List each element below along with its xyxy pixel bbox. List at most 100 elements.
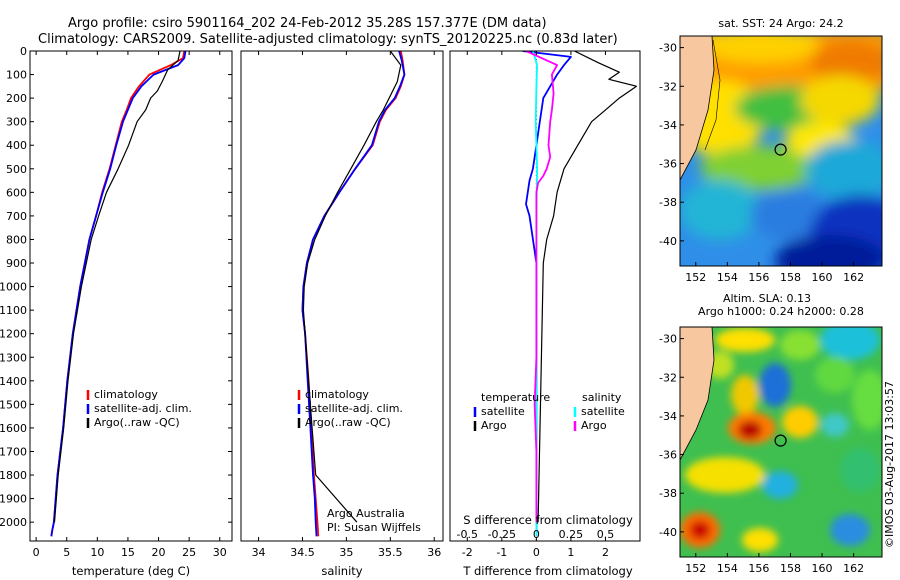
difference-x2tick-label: 0.25: [559, 528, 584, 541]
temperature-profile-ytick-label: 1800: [0, 469, 27, 482]
temperature-profile-ytick-label: 200: [6, 92, 27, 105]
salinity-profile-xtick-label: 34.5: [290, 546, 315, 559]
salinity-profile-legend-label: satellite-adj. clim.: [305, 402, 403, 415]
sst-map-ytick-label: -36: [659, 158, 677, 171]
sst-map-ticks: 152 154 156 158 160 162 -30 -32 -34 -36 -38 -40: [659, 42, 864, 284]
difference-xtick-label: -2: [462, 546, 473, 559]
difference-line-t-satellite: [522, 51, 572, 537]
salinity-profile-xtick-label: 35: [339, 546, 353, 559]
salinity-panel: 34 34.5 35 35.5 36 salinity climatologysatel…: [240, 50, 444, 578]
sst-map-xtick-label: 154: [717, 271, 738, 284]
figure-title-line2: Climatology: CARS2009. Satellite-adjuste…: [38, 32, 618, 47]
temperature-profile-line-climatology: [50, 51, 186, 537]
temperature-profile-ytick-label: 1400: [0, 375, 27, 388]
temperature-series: [50, 51, 187, 537]
sla-map-ytick-label: -32: [659, 371, 677, 384]
temperature-profile-xtick-label: 0: [33, 546, 40, 559]
sst-map-ytick-label: -38: [659, 196, 677, 209]
sla-land: [680, 327, 715, 461]
sla-map-ytick-label: -30: [659, 333, 677, 346]
sst-map-xtick-label: 162: [843, 271, 864, 284]
sst-map-ytick-label: -32: [659, 80, 677, 93]
temperature-profile-ytick-label: 300: [6, 116, 27, 129]
difference-xtick-label: 1: [567, 546, 574, 559]
temperature-profile-ytick-label: 0: [20, 45, 27, 58]
temperature-profile-ytick-label: 600: [6, 186, 27, 199]
difference-axes-frame: [449, 50, 641, 542]
temperature-profile-ytick-label: 1100: [0, 304, 27, 317]
difference-line-s-argo: [525, 51, 558, 523]
figure-title-line1: Argo profile: csiro 5901164_202 24-Feb-2…: [68, 16, 547, 31]
sla-map-ytick-label: -38: [659, 487, 677, 500]
temperature-ticks: 0 5 10 15 20 25 300100200300400500600700800900…: [0, 45, 232, 559]
sst-map-xtick-label: 152: [685, 271, 706, 284]
temperature-profile-xtick-label: 25: [182, 546, 196, 559]
salinity-ticks: 34 34.5 35 35.5 36: [252, 51, 441, 559]
sla-map-frame: [679, 326, 883, 558]
sst-map-xtick-label: 158: [780, 271, 801, 284]
sla-map-xtick-label: 156: [748, 562, 769, 575]
sst-map-xtick-label: 160: [812, 271, 833, 284]
temperature-profile-ytick-label: 1200: [0, 328, 27, 341]
sla-argo-marker: [774, 434, 787, 447]
credit-line1: Argo Australia: [327, 507, 405, 520]
temperature-profile-xtick-label: 30: [213, 546, 227, 559]
temperature-profile-ytick-label: 2000: [0, 516, 27, 529]
difference-x2tick-label: -0.5: [457, 528, 478, 541]
sla-map-subtitle: Argo h1000: 0.24 h2000: 0.28: [698, 305, 864, 318]
difference-legend-label: satellite: [581, 405, 625, 418]
temperature-profile-ytick-label: 500: [6, 163, 27, 176]
sst-map-ytick-label: -34: [659, 119, 677, 132]
sst-map-title: sat. SST: 24 Argo: 24.2: [718, 17, 843, 30]
salinity-profile-xtick-label: 34: [252, 546, 266, 559]
difference-x2tick-label: 0: [533, 528, 540, 541]
temperature-profile-ytick-label: 800: [6, 233, 27, 246]
sst-map-frame: [679, 35, 883, 267]
difference-xtick-label: 2: [602, 546, 609, 559]
sla-map-ytick-label: -36: [659, 449, 677, 462]
salinity-profile-line-satellite-adj-clim-: [301, 51, 406, 537]
temperature-panel: 0 5 10 15 20 25 300100200300400500600700800900…: [0, 45, 233, 578]
salinity-profile-line-argo-raw-qc-: [302, 51, 402, 523]
temperature-profile-ytick-label: 1900: [0, 493, 27, 506]
temperature-profile-ytick-label: 1500: [0, 398, 27, 411]
difference-legend-label: satellite: [481, 405, 525, 418]
temperature-profile-legend-label: climatology: [94, 388, 158, 401]
temperature-profile-line-satellite-adj-clim-: [50, 51, 187, 537]
difference-legend-label: Argo: [481, 419, 507, 432]
difference-xlabel-top: S difference from climatology: [463, 513, 633, 527]
temperature-axes-frame: [29, 50, 233, 542]
temperature-profile-ytick-label: 700: [6, 210, 27, 223]
temperature-profile-ytick-label: 900: [6, 257, 27, 270]
sst-argo-marker: [774, 143, 787, 156]
temperature-profile-ytick-label: 1700: [0, 445, 27, 458]
salinity-profile-xtick-label: 35.5: [378, 546, 403, 559]
sla-map-title: Altim. SLA: 0.13: [723, 292, 811, 305]
sst-map-ytick-label: -30: [659, 42, 677, 55]
sla-map-ytick-label: -40: [659, 526, 677, 539]
sla-map-xtick-label: 154: [717, 562, 738, 575]
salinity-profile-line-climatology: [301, 51, 406, 537]
sla-map-ytick-label: -34: [659, 410, 677, 423]
salinity-profile-legend-label: Argo(..raw -QC): [305, 416, 391, 429]
difference-legend-title-left: temperature: [481, 391, 550, 404]
salinity-profile-legend-label: climatology: [305, 388, 369, 401]
temperature-profile-xtick-label: 5: [63, 546, 70, 559]
sst-map-field: [680, 36, 882, 266]
salinity-profile-xtick-label: 36: [427, 546, 441, 559]
temperature-profile-ytick-label: 100: [6, 69, 27, 82]
temperature-profile-ytick-label: 1300: [0, 351, 27, 364]
sla-map-xtick-label: 152: [685, 562, 706, 575]
difference-xlabel: T difference from climatology: [462, 564, 633, 578]
difference-panel: -2 -1 0 1 2 -0.5 -0.25 0 0.25 0.5 S difference fr…: [449, 50, 641, 578]
difference-xtick-label: -1: [496, 546, 507, 559]
sst-map-xtick-label: 156: [748, 271, 769, 284]
difference-series: [522, 51, 638, 537]
sst-map-panel: sat. SST: 24 Argo: 24.2: [659, 17, 883, 284]
sst-land: [680, 36, 715, 181]
difference-line-t-argo: [537, 51, 638, 523]
sst-map-ytick-label: -40: [659, 235, 677, 248]
